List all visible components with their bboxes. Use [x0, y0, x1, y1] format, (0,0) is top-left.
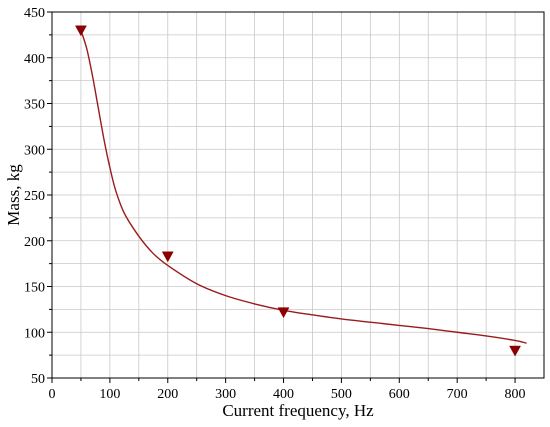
grid [52, 12, 545, 378]
y-tick-label: 250 [24, 189, 45, 204]
x-tick-label: 200 [157, 387, 178, 402]
y-tick-label: 200 [24, 235, 45, 250]
x-tick-label: 800 [505, 387, 526, 402]
y-tick-label: 300 [24, 143, 45, 158]
x-tick-label: 100 [99, 387, 120, 402]
y-tick-label: 350 [24, 98, 45, 113]
data-point [277, 307, 290, 319]
data-point [509, 345, 521, 357]
y-tick-label: 50 [31, 372, 45, 387]
x-axis-label: Current frequency, Hz [222, 401, 374, 420]
y-tick-label: 400 [24, 52, 45, 67]
x-tick-label: 700 [447, 387, 468, 402]
fit-curve-layer [80, 30, 527, 344]
y-tick-label: 100 [24, 326, 45, 341]
x-tick-label: 300 [215, 387, 236, 402]
y-tick-label: 450 [24, 6, 45, 21]
y-tick-label: 150 [24, 281, 45, 296]
data-points-layer [75, 25, 521, 357]
y-axis-label: Mass, kg [4, 164, 23, 226]
x-tick-label: 500 [331, 387, 352, 402]
x-tick-label: 400 [273, 387, 294, 402]
data-point [75, 25, 87, 37]
x-tick-label: 600 [389, 387, 410, 402]
x-tick-label: 0 [49, 387, 56, 402]
fit-curve [80, 30, 527, 344]
data-point [161, 251, 174, 263]
y-axis-ticks: 50 100 150 200 250 300 350 400 450 [24, 6, 52, 387]
x-axis-ticks: 0 100 200 300 400 500 600 700 800 [49, 378, 526, 402]
